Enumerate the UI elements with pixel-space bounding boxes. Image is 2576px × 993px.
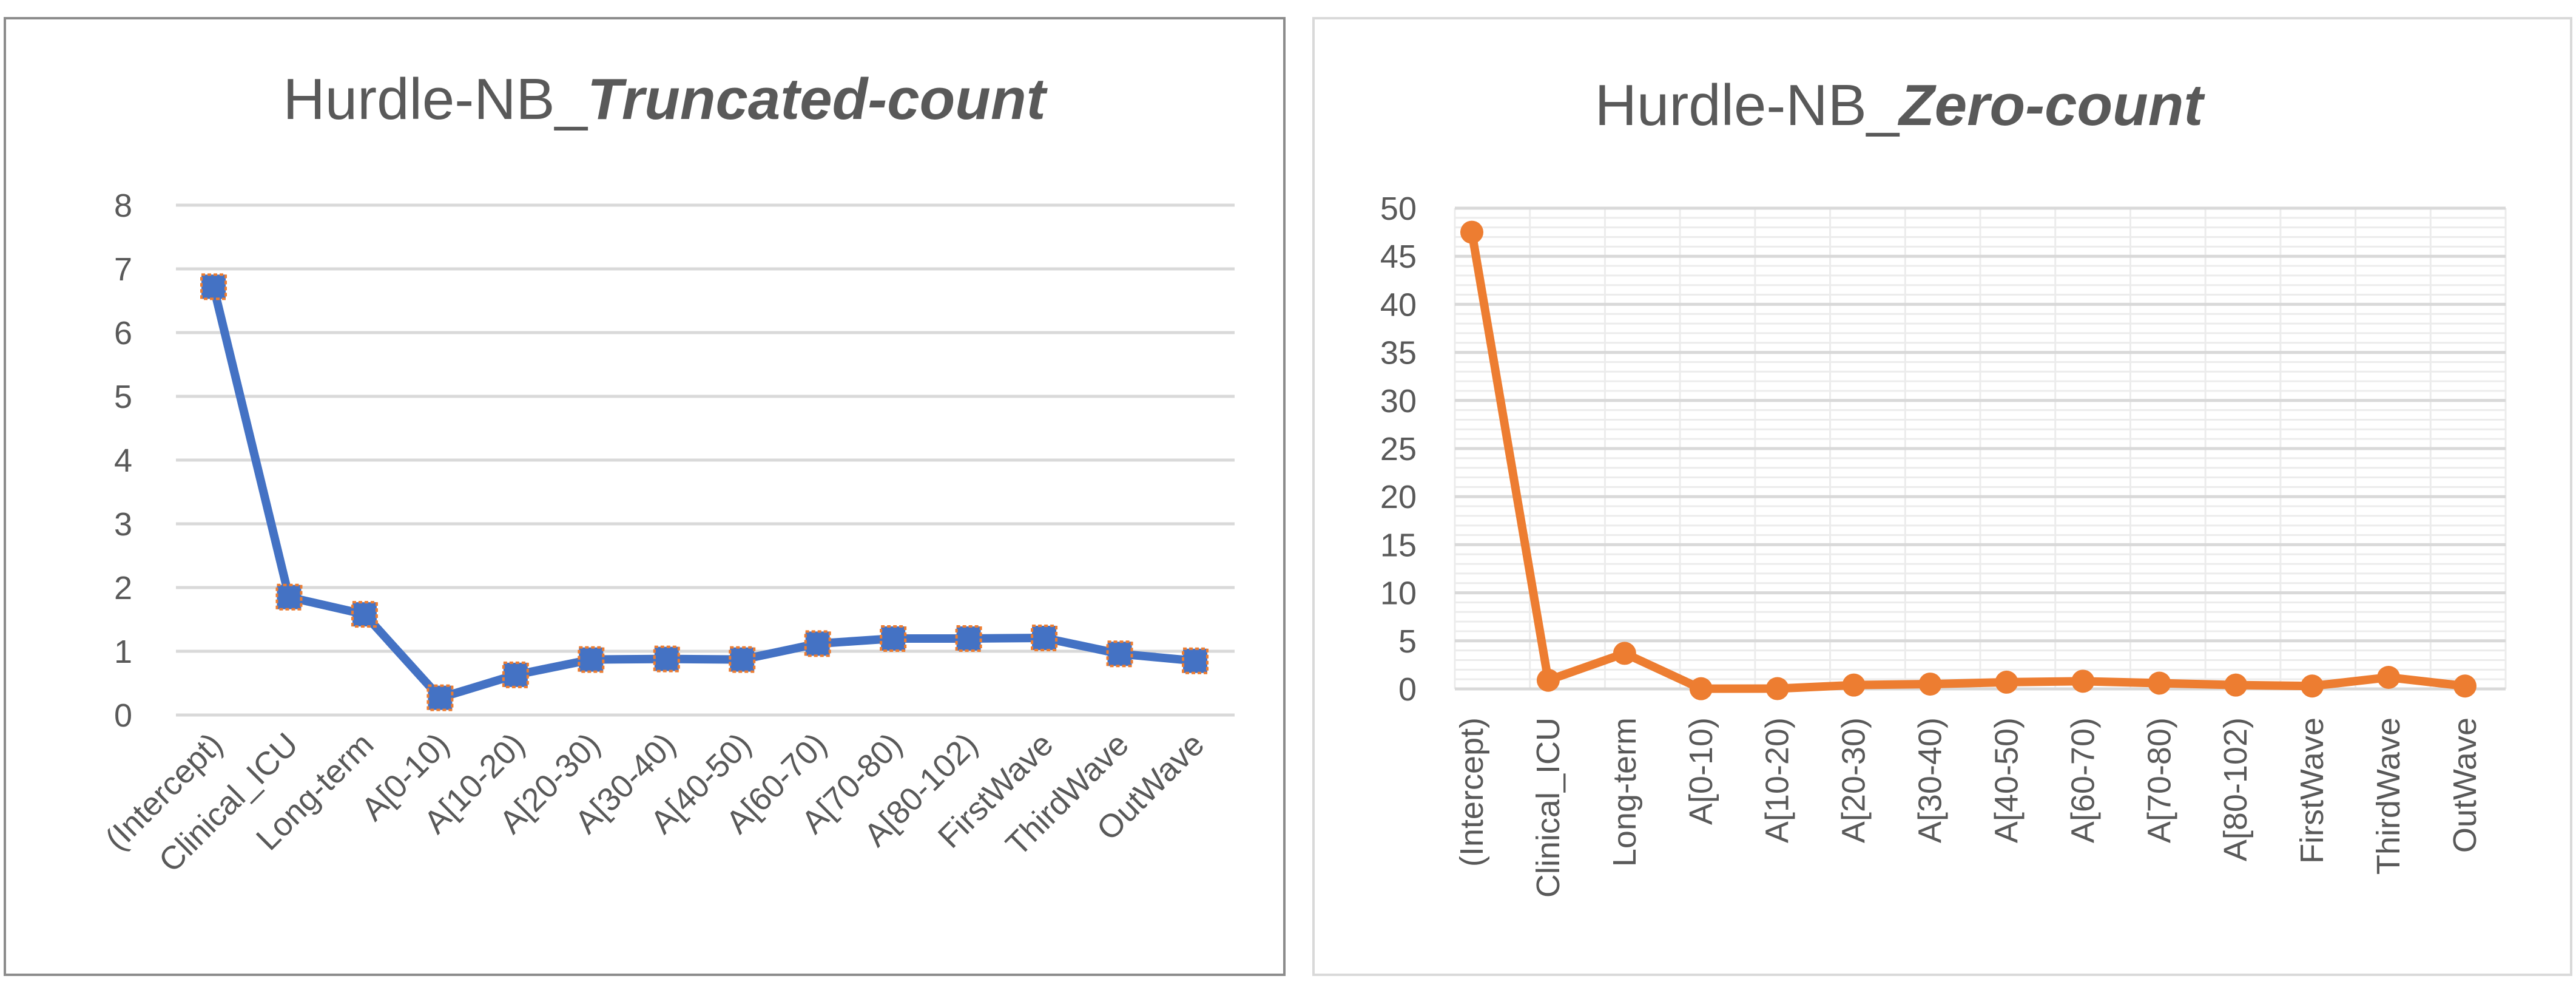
y-tick-label: 30 xyxy=(1380,383,1417,419)
x-tick-label: A[20-30) xyxy=(1836,717,1872,843)
x-tick-label: FirstWave xyxy=(2294,717,2330,864)
y-axis-ticks: 0 5 10 15 20 25 30 35 40 45 50 xyxy=(1380,191,1417,708)
y-tick-label: 15 xyxy=(1380,527,1417,563)
data-point xyxy=(1918,673,1942,696)
data-point xyxy=(1182,647,1209,674)
y-tick-label: 25 xyxy=(1380,431,1417,467)
chart-title: Hurdle-NB_Truncated-count xyxy=(283,67,1048,132)
series-path xyxy=(1468,228,2469,693)
y-tick-label: 45 xyxy=(1380,239,1417,275)
series-line xyxy=(200,273,1209,711)
gridlines xyxy=(176,203,1235,717)
x-tick-label: A[10-20) xyxy=(1759,717,1796,843)
data-point xyxy=(2148,671,2171,695)
data-point xyxy=(729,646,756,673)
data-point xyxy=(955,625,982,652)
data-point xyxy=(2453,674,2477,698)
data-point xyxy=(275,583,303,611)
x-tick-label: A[80-102) xyxy=(2217,717,2254,861)
y-tick-label: 5 xyxy=(1398,623,1417,660)
data-point xyxy=(200,273,227,300)
x-tick-label: A[60-70) xyxy=(2065,717,2101,843)
data-point xyxy=(351,601,378,628)
y-tick-label: 2 xyxy=(114,570,132,606)
y-tick-label: 0 xyxy=(1398,671,1417,708)
data-point xyxy=(2071,669,2095,693)
y-tick-label: 20 xyxy=(1380,479,1417,515)
data-point xyxy=(1460,220,1483,244)
x-tick-label: OutWave xyxy=(2447,717,2483,853)
data-point xyxy=(578,646,605,673)
y-tick-label: 35 xyxy=(1380,335,1417,371)
y-tick-label: 4 xyxy=(114,442,132,479)
y-tick-label: 7 xyxy=(114,251,132,288)
data-point xyxy=(1536,668,1560,692)
series-line xyxy=(1460,220,2477,700)
x-axis-ticks: (Intercept) Clinical_ICU Long-term A[0-10) A… xyxy=(1454,717,2483,898)
x-tick-label: A[70-80) xyxy=(2141,717,2177,843)
x-tick-label: Long-term xyxy=(1607,717,1643,867)
data-point xyxy=(1031,624,1058,651)
data-point xyxy=(1106,640,1133,668)
x-tick-label: A[40-50) xyxy=(1988,717,2025,843)
data-point xyxy=(1842,673,1866,697)
y-tick-label: 0 xyxy=(114,697,132,734)
gridlines xyxy=(1454,206,2507,691)
series-path xyxy=(209,282,1199,702)
data-point xyxy=(2301,674,2324,698)
x-tick-label: Clinical_ICU xyxy=(1530,717,1566,898)
data-point xyxy=(502,661,529,688)
chart-title: Hurdle-NB_Zero-count xyxy=(1595,73,2206,138)
data-point xyxy=(427,684,454,711)
data-point xyxy=(880,625,907,652)
y-tick-label: 5 xyxy=(114,379,132,415)
data-point xyxy=(804,630,831,657)
y-tick-label: 10 xyxy=(1380,575,1417,612)
y-tick-label: 40 xyxy=(1380,286,1417,323)
y-tick-label: 8 xyxy=(114,188,132,224)
y-tick-label: 50 xyxy=(1380,191,1417,227)
x-tick-label: A[0-10) xyxy=(1683,717,1719,825)
data-point xyxy=(2224,673,2248,697)
data-point xyxy=(653,645,680,673)
x-tick-label: (Intercept) xyxy=(1454,717,1490,867)
zero-count-panel: Hurdle-NB_Zero-count 0 5 10 15 20 25 30 35 40 45 5… xyxy=(1312,17,2572,976)
y-axis-ticks: 0 1 2 3 4 5 6 7 8 xyxy=(114,188,132,734)
y-tick-label: 1 xyxy=(114,634,132,670)
chart-frame xyxy=(4,17,1286,976)
x-tick-label: ThirdWave xyxy=(2370,717,2407,875)
y-tick-label: 6 xyxy=(114,315,132,351)
data-point xyxy=(1765,677,1789,700)
data-point xyxy=(1613,642,1636,665)
data-point xyxy=(1689,677,1713,700)
y-tick-label: 3 xyxy=(114,506,132,543)
x-tick-label: A[30-40) xyxy=(1912,717,1949,843)
data-point xyxy=(2377,665,2401,689)
data-point xyxy=(1995,670,2018,694)
